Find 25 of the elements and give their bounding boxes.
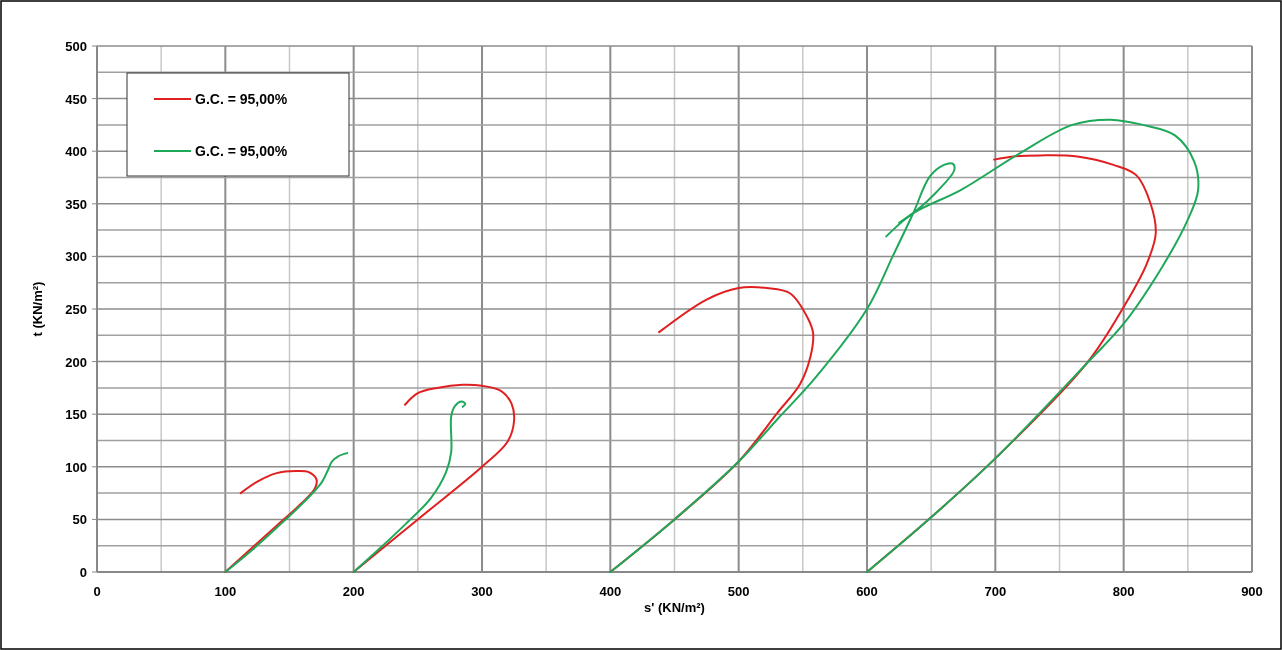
x-tick-label: 0 <box>93 584 101 599</box>
y-tick-label: 150 <box>65 407 87 423</box>
y-tick-label: 500 <box>65 39 87 54</box>
legend-label: G.C. = 95,00% <box>195 143 288 159</box>
x-tick-label: 600 <box>856 584 878 599</box>
x-tick-label: 700 <box>984 584 1007 599</box>
y-tick-label: 100 <box>65 459 87 475</box>
x-tick-label: 400 <box>599 584 622 599</box>
y-tick-label: 50 <box>72 512 87 528</box>
y-tick-label: 300 <box>65 249 87 265</box>
legend-label: G.C. = 95,00% <box>195 91 288 107</box>
x-tick-label: 800 <box>1112 584 1135 599</box>
y-tick-label: 350 <box>65 196 87 212</box>
y-tick-label: 250 <box>65 302 87 317</box>
x-tick-label: 900 <box>1241 584 1263 599</box>
x-axis-title: s' (KN/m²) <box>644 600 705 615</box>
y-tick-label: 450 <box>65 91 87 107</box>
x-tick-label: 100 <box>214 584 237 599</box>
x-tick-label: 300 <box>471 584 493 599</box>
y-tick-label: 200 <box>65 354 87 370</box>
x-tick-label: 500 <box>727 584 750 599</box>
y-tick-label: 400 <box>65 144 87 160</box>
y-axis-title: t (KN/m²) <box>30 281 45 337</box>
x-tick-label: 200 <box>342 584 365 599</box>
y-tick-label: 0 <box>79 565 87 580</box>
